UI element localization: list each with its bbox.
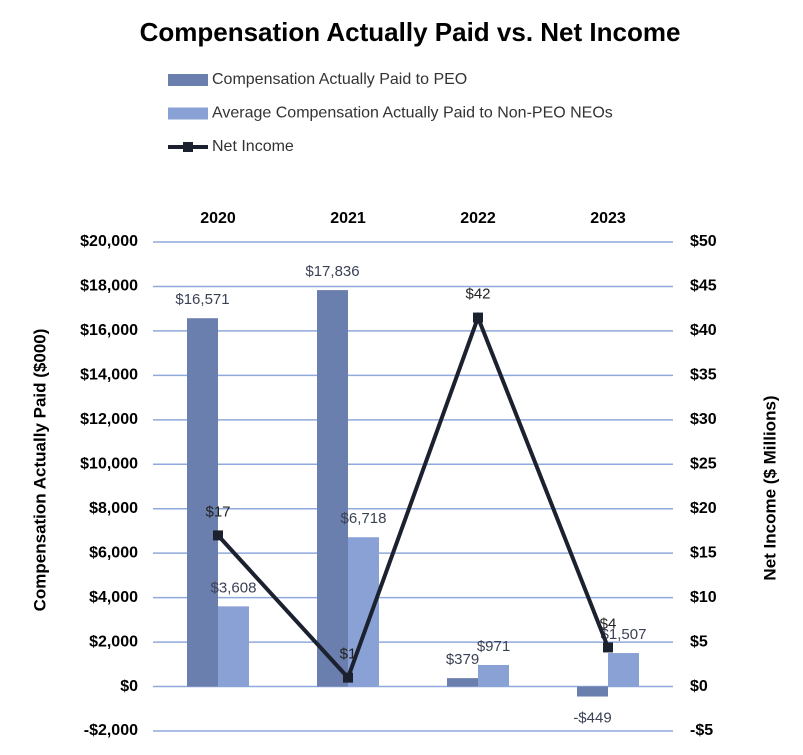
y-tick-label: $10,000 (80, 455, 138, 472)
data-label: -$449 (573, 709, 611, 726)
y-axis-label: Compensation Actually Paid ($000) (30, 329, 49, 612)
data-label: $971 (477, 638, 510, 655)
y2-tick-label: $15 (690, 544, 717, 561)
y-tick-label: $4,000 (89, 589, 138, 606)
y2-tick-label: $50 (690, 233, 717, 250)
y-tick-label: $12,000 (80, 411, 138, 428)
x-tick-label: 2022 (460, 210, 496, 227)
data-label: $17,836 (305, 263, 359, 280)
y2-tick-label: $10 (690, 589, 717, 606)
y-tick-label: -$2,000 (84, 722, 138, 739)
data-label: $1,507 (601, 626, 647, 643)
bar (187, 318, 218, 687)
chart-title: Compensation Actually Paid vs. Net Incom… (140, 17, 681, 47)
bar (478, 664, 509, 687)
y2-tick-label: $20 (690, 500, 717, 517)
y2-tick-label: $45 (690, 278, 717, 295)
y2-tick-label: $40 (690, 322, 717, 339)
line (216, 311, 610, 682)
data-label: $42 (465, 286, 490, 303)
x-tick-label: 2020 (200, 210, 236, 227)
legend-label: Net Income (212, 138, 294, 155)
y2-tick-label: -$5 (690, 722, 713, 739)
legend-marker (183, 142, 193, 152)
data-label: $1 (340, 646, 357, 663)
data-label: $16,571 (175, 291, 229, 308)
point (603, 642, 613, 653)
data-label: $3,608 (211, 579, 257, 596)
y2-tick-label: $0 (690, 678, 708, 695)
y-tick-label: $16,000 (80, 322, 138, 339)
y-tick-label: $18,000 (80, 278, 138, 295)
bar (317, 290, 348, 687)
y2-tick-label: $35 (690, 367, 717, 384)
data-label: $6,718 (341, 510, 387, 527)
legend-swatch (168, 107, 208, 120)
y-tick-label: $6,000 (89, 544, 138, 561)
y2-axis-label: Net Income ($ Millions) (760, 395, 779, 580)
y-tick-label: $0 (120, 678, 138, 695)
y-tick-label: $14,000 (80, 367, 138, 384)
bar (608, 653, 639, 687)
point (473, 312, 483, 323)
data-label: $4 (600, 615, 617, 632)
y-tick-label: $20,000 (80, 233, 138, 250)
data-label: $379 (446, 651, 479, 668)
bar (577, 686, 608, 697)
legend-label: Compensation Actually Paid to PEO (212, 71, 467, 88)
legend-label: Average Compensation Actually Paid to No… (212, 105, 613, 122)
bar (218, 606, 249, 687)
point (343, 672, 353, 683)
legend-swatch (168, 74, 208, 86)
y2-tick-label: $30 (690, 411, 717, 428)
x-tick-label: 2023 (590, 210, 626, 227)
x-tick-label: 2021 (330, 210, 366, 227)
data-label: $17 (205, 503, 230, 520)
bar (447, 678, 478, 687)
y-tick-label: $8,000 (89, 500, 138, 517)
point (213, 530, 223, 541)
y2-tick-label: $5 (690, 633, 708, 650)
y2-tick-label: $25 (690, 455, 717, 472)
y-tick-label: $2,000 (89, 633, 138, 650)
